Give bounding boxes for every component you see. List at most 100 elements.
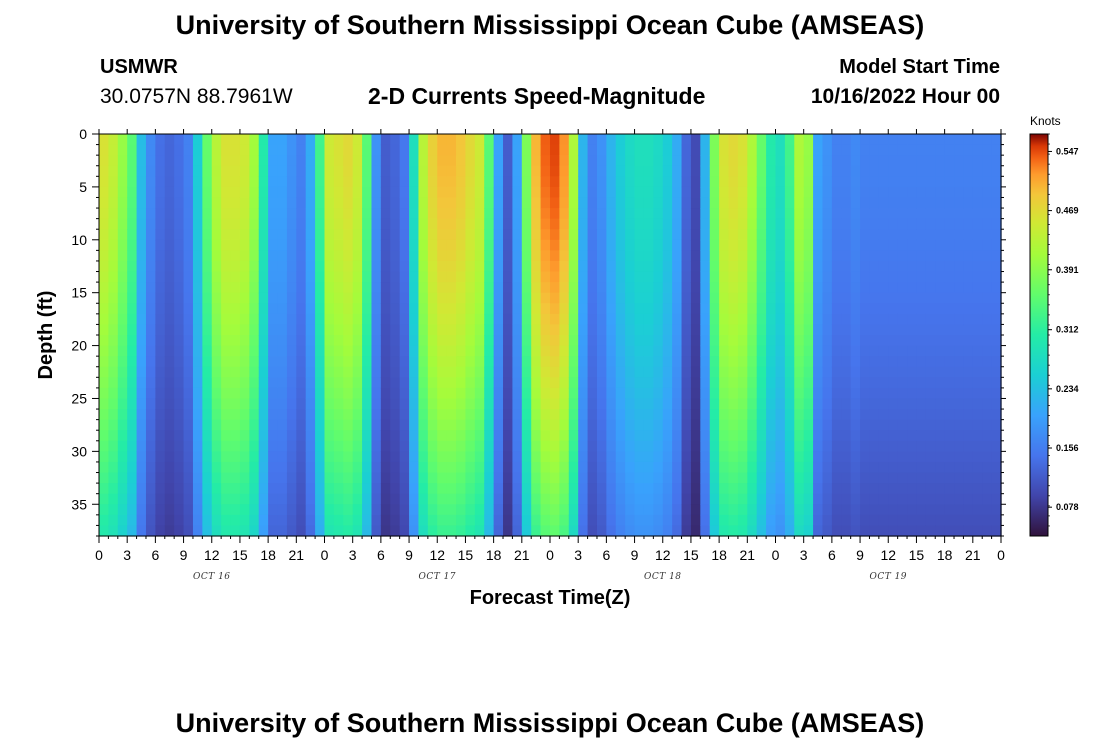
heatmap-cell xyxy=(456,186,467,199)
heatmap-cell xyxy=(596,430,607,442)
heatmap-cell xyxy=(221,239,232,251)
heatmap-cell xyxy=(333,419,344,431)
heatmap-cell xyxy=(155,271,166,283)
heatmap-cell xyxy=(136,271,147,283)
heatmap-cell xyxy=(596,504,607,516)
heatmap-cell xyxy=(484,260,495,273)
heatmap-cell xyxy=(352,493,363,505)
heatmap-cell xyxy=(954,430,965,442)
heatmap-cell xyxy=(352,239,363,251)
heatmap-cell xyxy=(775,260,786,273)
heatmap-cell xyxy=(606,493,617,505)
heatmap-cell xyxy=(380,345,391,357)
heatmap-cell xyxy=(935,387,946,400)
heatmap-cell xyxy=(136,387,147,400)
heatmap-cell xyxy=(578,451,589,463)
heatmap-cell xyxy=(568,186,579,199)
heatmap-cell xyxy=(239,356,250,368)
heatmap-cell xyxy=(587,335,598,347)
heatmap-cell xyxy=(681,525,692,537)
heatmap-cell xyxy=(681,260,692,273)
heatmap-cell xyxy=(268,335,279,347)
heatmap-cell xyxy=(183,271,194,283)
heatmap-cell xyxy=(925,313,936,326)
heatmap-cell xyxy=(155,356,166,368)
heatmap-cell xyxy=(596,419,607,431)
heatmap-cell xyxy=(221,430,232,442)
heatmap-cell xyxy=(850,514,861,527)
heatmap-cell xyxy=(333,335,344,347)
heatmap-cell xyxy=(540,292,551,304)
heatmap-cell xyxy=(869,409,880,421)
heatmap-cell xyxy=(192,366,203,378)
heatmap-cell xyxy=(127,430,138,442)
heatmap-cell xyxy=(606,186,617,199)
heatmap-cell xyxy=(174,250,185,262)
heatmap-cell xyxy=(183,493,194,505)
heatmap-cell xyxy=(841,155,852,167)
heatmap-cell xyxy=(784,324,795,336)
heatmap-cell xyxy=(700,398,711,410)
heatmap-cell xyxy=(164,525,175,537)
heatmap-cell xyxy=(456,366,467,378)
heatmap-cell xyxy=(625,186,636,199)
heatmap-cell xyxy=(211,335,222,347)
heatmap-cell xyxy=(615,144,626,156)
heatmap-cell xyxy=(606,514,617,527)
heatmap-cell xyxy=(164,345,175,357)
heatmap-cell xyxy=(991,419,1002,431)
heatmap-cell xyxy=(803,366,814,378)
heatmap-cell xyxy=(559,356,570,368)
heatmap-cell xyxy=(690,387,701,400)
heatmap-cell xyxy=(540,461,551,474)
heatmap-cell xyxy=(841,451,852,463)
heatmap-cell xyxy=(550,398,560,410)
heatmap-cell xyxy=(972,398,983,410)
heatmap-cell xyxy=(446,303,457,315)
heatmap-cell xyxy=(700,186,711,199)
heatmap-cell xyxy=(211,430,222,442)
heatmap-cell xyxy=(474,324,485,336)
heatmap-cell xyxy=(540,250,551,262)
station-coordinates: 30.0757N 88.7961W xyxy=(100,85,293,108)
heatmap-cell xyxy=(277,239,288,251)
heatmap-cell xyxy=(662,472,673,484)
heatmap-cell xyxy=(954,409,965,421)
heatmap-cell xyxy=(174,165,185,177)
heatmap-cell xyxy=(625,387,636,400)
heatmap-cell xyxy=(784,186,795,199)
heatmap-cell xyxy=(860,144,871,156)
heatmap-cell xyxy=(681,493,692,505)
heatmap-cell xyxy=(935,165,946,177)
heatmap-cell xyxy=(625,260,636,273)
heatmap-cell xyxy=(756,250,767,262)
heatmap-cell xyxy=(465,440,476,452)
heatmap-cell xyxy=(888,155,899,167)
heatmap-cell xyxy=(568,176,579,188)
heatmap-cell xyxy=(813,250,824,262)
heatmap-cell xyxy=(465,208,476,220)
heatmap-cell xyxy=(954,387,965,400)
heatmap-cell xyxy=(643,324,654,336)
heatmap-cell xyxy=(362,483,373,495)
heatmap-cell xyxy=(643,440,654,452)
heatmap-cell xyxy=(625,165,636,177)
heatmap-cell xyxy=(127,504,138,516)
heatmap-cell xyxy=(512,176,523,188)
heatmap-cell xyxy=(991,377,1002,389)
heatmap-cell xyxy=(305,250,316,262)
heatmap-cell xyxy=(888,303,899,315)
heatmap-cell xyxy=(888,260,899,273)
heatmap-cell xyxy=(709,483,720,495)
heatmap-cell xyxy=(390,387,401,400)
heatmap-cell xyxy=(268,165,279,177)
heatmap-cell xyxy=(643,356,654,368)
heatmap-cell xyxy=(756,208,767,220)
heatmap-cell xyxy=(296,398,307,410)
heatmap-cell xyxy=(813,409,824,421)
heatmap-cell xyxy=(766,514,777,527)
heatmap-cell xyxy=(700,366,711,378)
heatmap-cell xyxy=(136,282,147,294)
heatmap-cell xyxy=(305,366,316,378)
heatmap-cell xyxy=(681,430,692,442)
